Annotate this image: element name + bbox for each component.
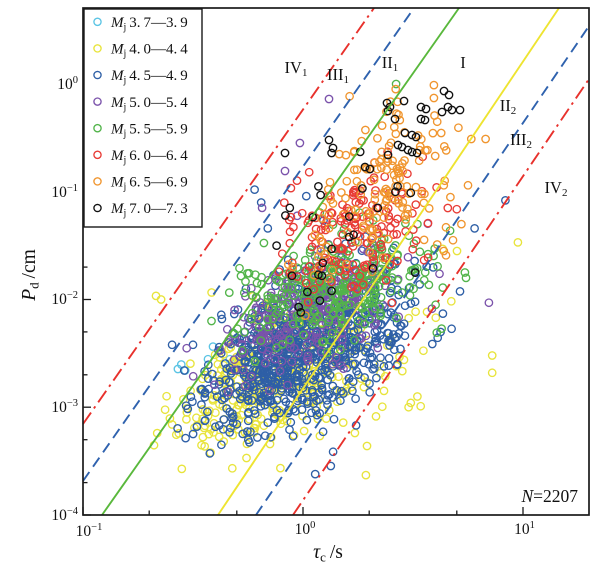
svg-text:10−2: 10−2: [51, 290, 78, 308]
svg-text:Pd /cm: Pd /cm: [19, 249, 42, 302]
svg-text:101: 101: [514, 520, 535, 538]
svg-text:10−4: 10−4: [51, 506, 78, 524]
svg-text:τc /s: τc /s: [313, 542, 343, 565]
svg-text:10−3: 10−3: [51, 398, 78, 416]
svg-text:III2: III2: [510, 130, 532, 151]
svg-text:II1: II1: [382, 53, 399, 74]
svg-text:IV1: IV1: [285, 58, 308, 79]
svg-text:Mj 5. 0—5. 4: Mj 5. 0—5. 4: [110, 95, 188, 113]
svg-text:Mj 3. 7—3. 9: Mj 3. 7—3. 9: [110, 15, 188, 33]
svg-text:IV2: IV2: [545, 178, 568, 199]
svg-text:Mj 7. 0—7. 3: Mj 7. 0—7. 3: [110, 201, 188, 219]
svg-text:Mj 6. 0—6. 4: Mj 6. 0—6. 4: [110, 148, 188, 166]
svg-text:10−1: 10−1: [51, 183, 78, 201]
svg-text:N=2207: N=2207: [520, 486, 578, 506]
svg-text:Mj 4. 5—4. 9: Mj 4. 5—4. 9: [110, 68, 188, 86]
svg-text:Mj 5. 5—5. 9: Mj 5. 5—5. 9: [110, 121, 188, 139]
svg-text:Mj 4. 0—4. 4: Mj 4. 0—4. 4: [110, 42, 188, 60]
svg-text:100: 100: [57, 75, 78, 93]
svg-text:Mj 6. 5—6. 9: Mj 6. 5—6. 9: [110, 175, 188, 193]
svg-text:100: 100: [295, 520, 316, 538]
svg-text:II2: II2: [500, 96, 517, 117]
svg-text:I: I: [460, 53, 466, 72]
svg-text:10−1: 10−1: [76, 522, 103, 540]
svg-text:III1: III1: [327, 65, 349, 86]
